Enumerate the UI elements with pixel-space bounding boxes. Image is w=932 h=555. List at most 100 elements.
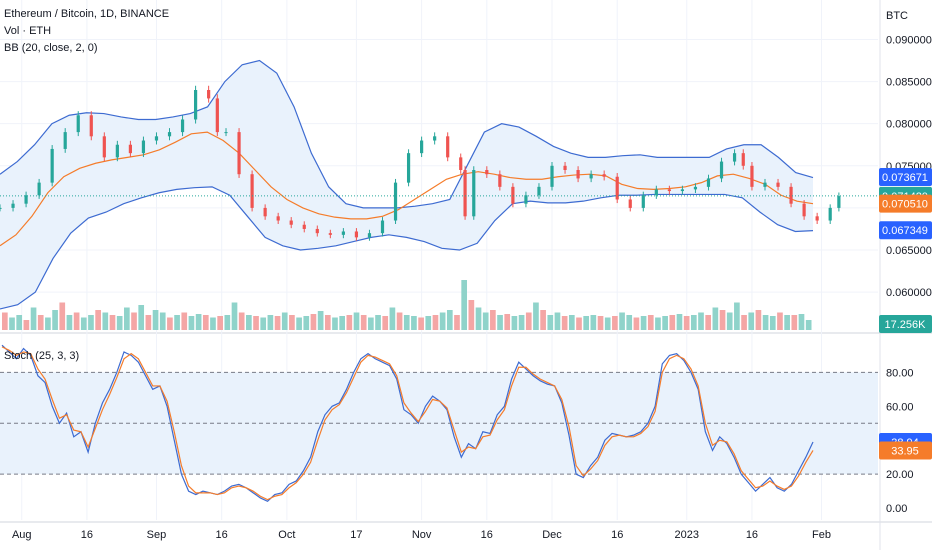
volume-bar — [16, 315, 23, 330]
candle-body — [276, 216, 280, 221]
volume-bar — [568, 315, 575, 330]
bb-lower-line — [0, 186, 814, 310]
volume-bar — [289, 315, 295, 330]
candle-body — [654, 189, 658, 196]
candle-body — [406, 153, 411, 183]
volume-bar — [490, 310, 496, 330]
volume-bar — [238, 312, 245, 330]
volume-bar — [432, 315, 439, 330]
stoch-band-fill — [0, 372, 878, 475]
volume-bar — [324, 315, 331, 330]
volume-bar — [37, 315, 44, 330]
volume-bar — [360, 315, 367, 330]
candle-body — [367, 233, 372, 238]
time-tick-label: 2023 — [675, 529, 699, 541]
volume-bar — [604, 317, 611, 330]
stoch-d-line — [1, 346, 814, 501]
volume-bar — [30, 307, 37, 330]
stoch-legend[interactable]: Stoch (25, 3, 3) — [4, 350, 80, 362]
candle-body — [750, 165, 754, 187]
volume-bar — [590, 315, 597, 330]
volume-bar — [446, 310, 453, 330]
volume-bar — [80, 317, 87, 330]
candle-body — [302, 224, 306, 229]
volume-bar — [339, 316, 345, 330]
symbol-legend[interactable]: Ethereum / Bitcoin, 1D, BINANCE — [4, 8, 170, 20]
time-tick-label: 16 — [611, 529, 623, 541]
candle-body — [263, 207, 267, 217]
candle-body — [498, 174, 502, 187]
volume-bar — [439, 312, 446, 330]
time-tick-label: 16 — [216, 529, 228, 541]
volume-bar — [267, 315, 274, 330]
volume-bar — [145, 315, 152, 330]
volume-bar — [217, 316, 223, 330]
volume-bar — [798, 314, 805, 330]
volume-bar — [2, 312, 8, 330]
volume-bar — [375, 315, 381, 330]
candle-body — [776, 182, 780, 187]
candle-body — [589, 174, 593, 179]
volume-bar — [748, 312, 755, 330]
candle-body — [641, 195, 645, 208]
volume-bar — [640, 316, 647, 330]
candle-body — [24, 195, 28, 204]
candle-body — [380, 220, 385, 234]
volume-bar — [769, 316, 776, 330]
price-label-bb_upper: 0.073671 — [882, 172, 928, 184]
candle-body — [563, 165, 567, 170]
volume-bar — [454, 315, 460, 330]
volume-bar — [310, 314, 317, 330]
volume-bar — [368, 317, 374, 330]
candle-body — [215, 98, 219, 133]
volume-bar — [88, 315, 94, 330]
volume-bar — [246, 315, 252, 330]
volume-bar — [66, 315, 73, 330]
volume-legend[interactable]: Vol · ETH — [4, 25, 52, 37]
candle-body — [802, 203, 806, 217]
volume-bar — [705, 315, 712, 330]
candle-body — [50, 148, 54, 183]
volume-bar — [547, 315, 554, 330]
candle-body — [237, 132, 241, 175]
candle-body — [763, 182, 767, 187]
volume-bar — [525, 312, 532, 330]
candle-body — [446, 136, 450, 158]
volume-bar — [712, 307, 719, 330]
volume-bar — [131, 312, 137, 330]
candle-body — [628, 199, 632, 208]
candle-body — [433, 136, 437, 141]
candle-body — [693, 186, 698, 190]
volume-bar — [698, 312, 704, 330]
candle-body — [828, 207, 832, 221]
time-tick-label: Nov — [412, 529, 432, 541]
candle-body — [459, 157, 463, 170]
volume-bar — [619, 312, 625, 330]
candle-body — [485, 170, 489, 175]
price-tick-label: 0.085000 — [886, 77, 932, 89]
candle-body — [354, 231, 359, 238]
volume-bar — [676, 314, 683, 330]
time-tick-label: Aug — [12, 529, 32, 541]
candle-body — [115, 144, 119, 158]
volume-bar — [116, 316, 123, 330]
volume-bar — [59, 302, 66, 330]
volume-bar — [719, 310, 726, 330]
candle-body — [602, 174, 606, 177]
price-label-box-bb_basis — [879, 194, 932, 213]
volume-bar — [396, 312, 403, 330]
volume-bar — [95, 310, 101, 330]
candle-body — [615, 176, 619, 200]
bb-legend[interactable]: BB (20, close, 2, 0) — [4, 42, 98, 54]
volume-bar — [109, 315, 116, 330]
volume-bar — [188, 316, 195, 330]
price-label-bb_basis: 0.070510 — [882, 199, 928, 211]
candle-body — [463, 170, 467, 217]
volume-bar — [73, 312, 80, 330]
volume-bar — [102, 312, 109, 330]
volume-bar — [274, 316, 281, 330]
volume-bar — [576, 317, 582, 330]
price-label-bb_lower: 0.067349 — [882, 225, 928, 237]
